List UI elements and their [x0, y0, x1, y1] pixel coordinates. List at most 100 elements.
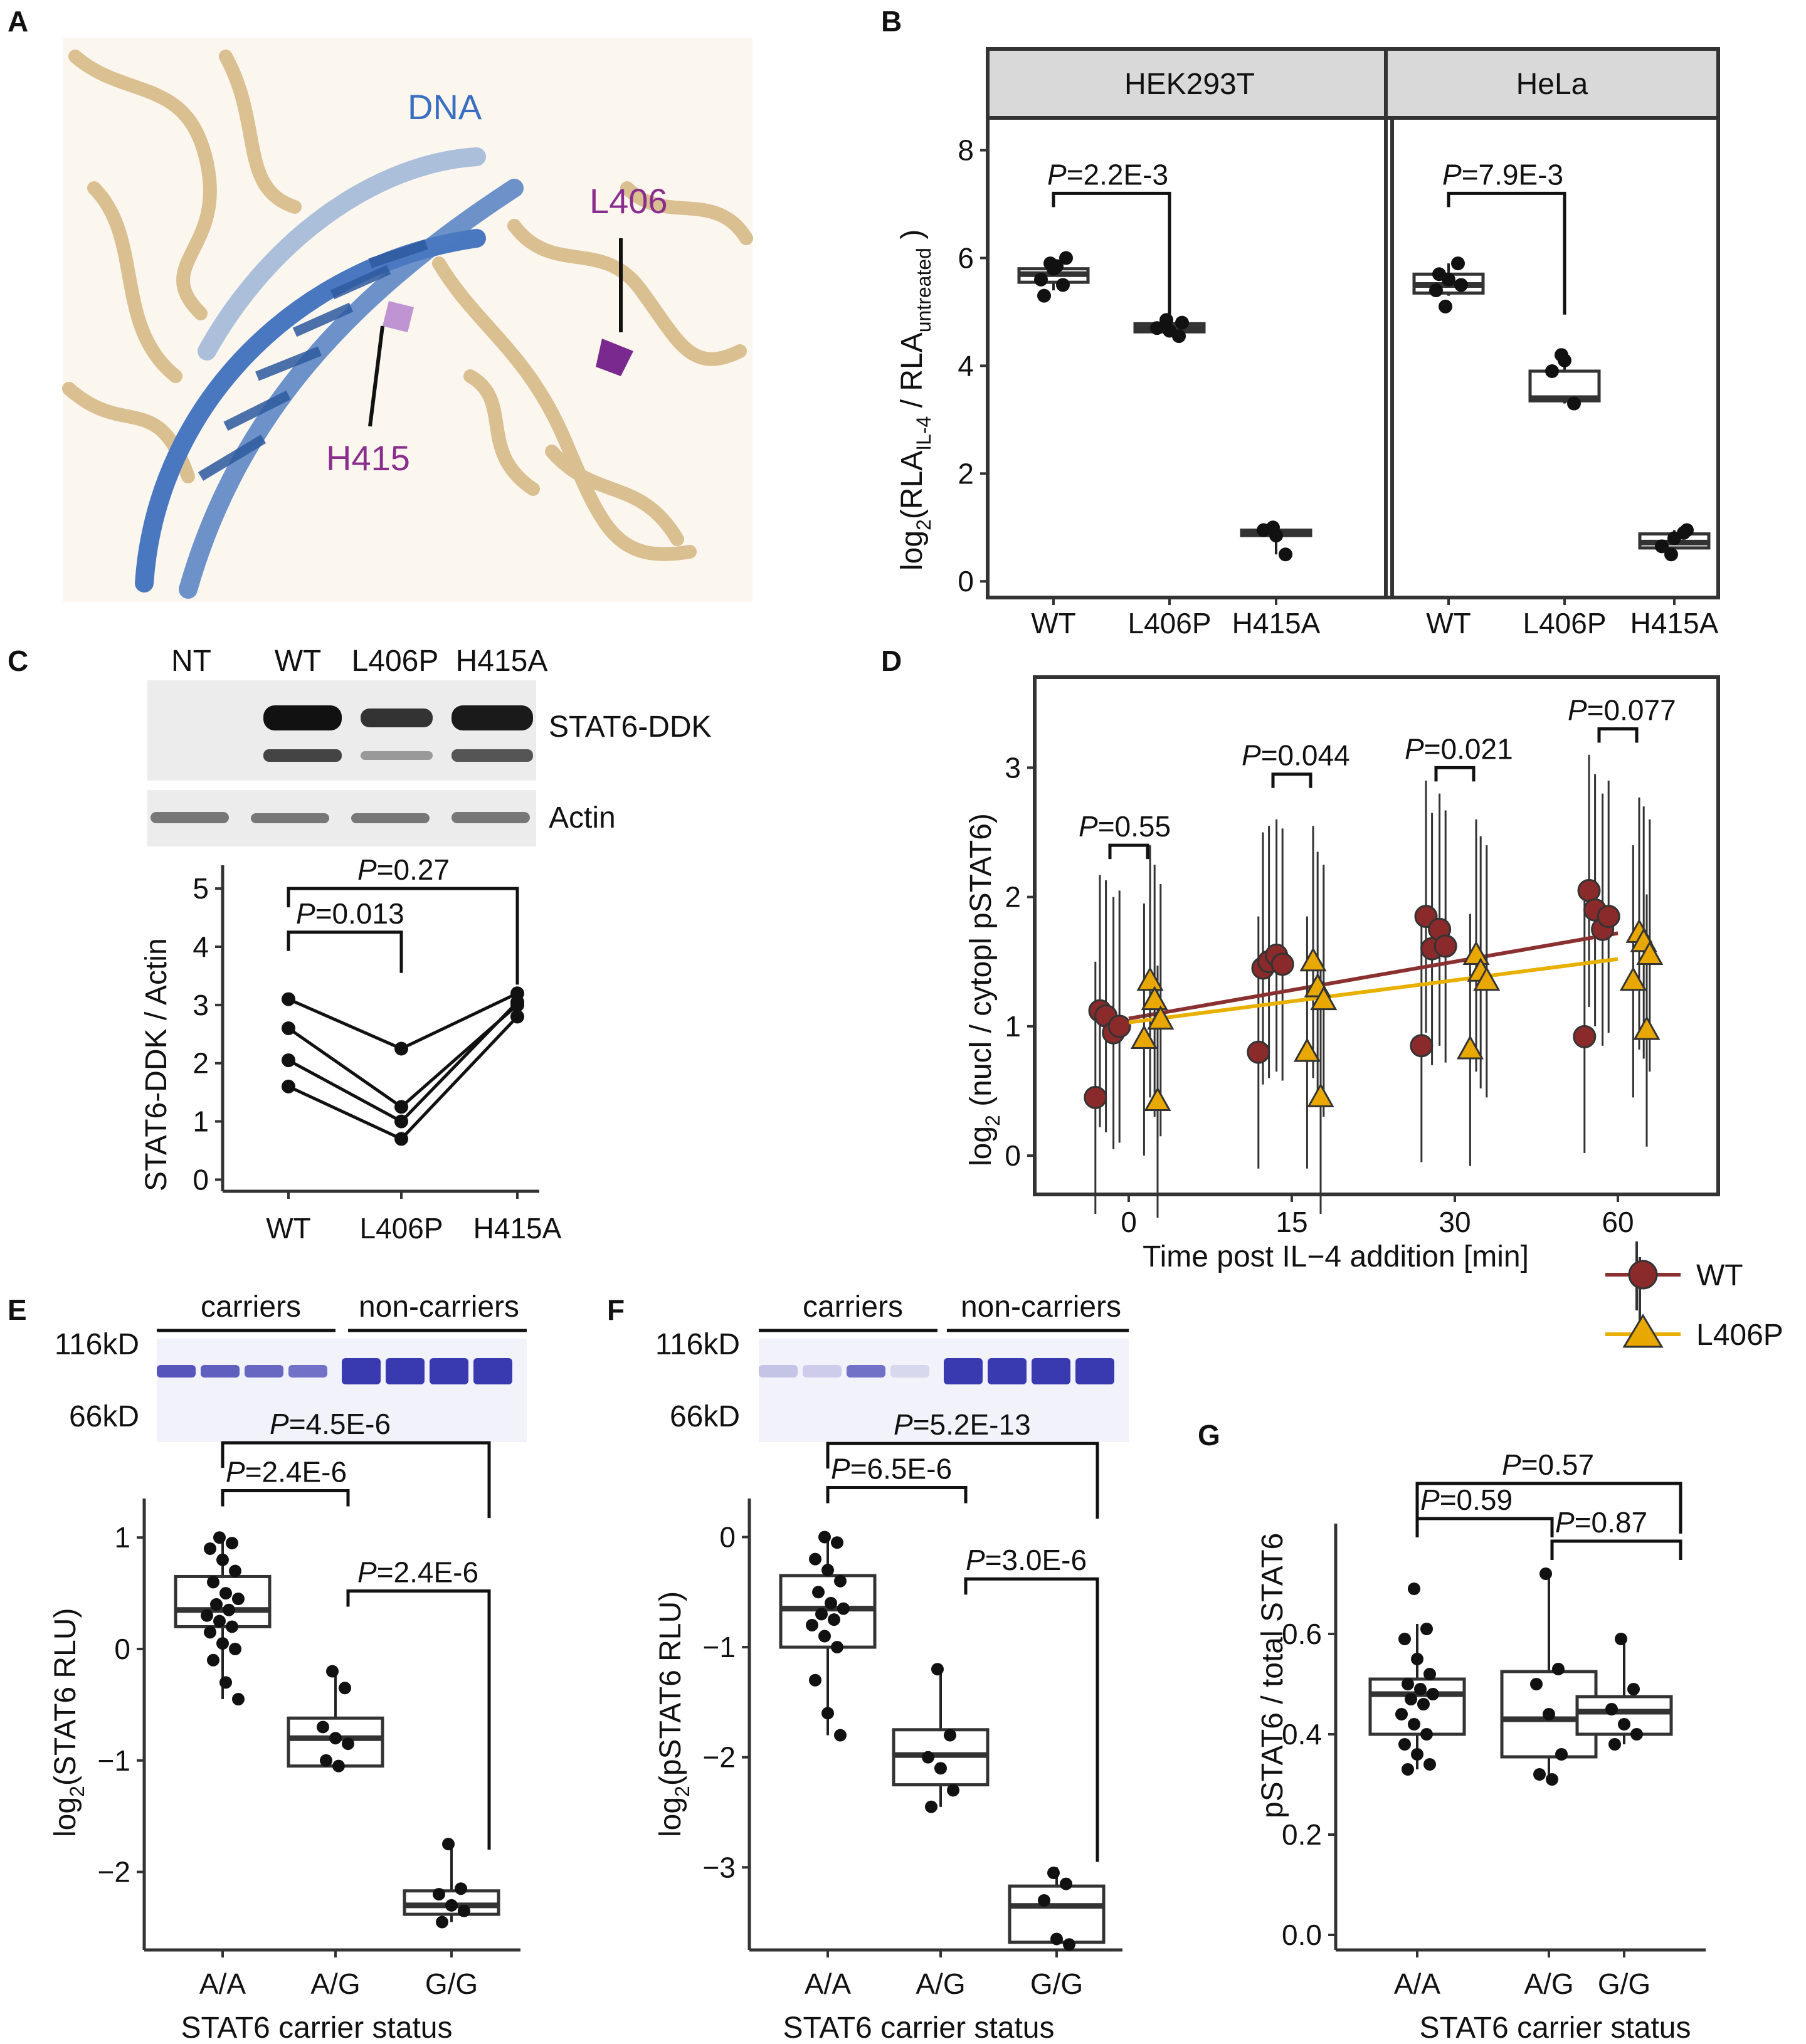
- y-tick-label: 3: [193, 989, 209, 1021]
- gel-band: [245, 1365, 283, 1378]
- facet-title: HEK293T: [1124, 68, 1255, 101]
- bracket-line: [1108, 843, 1149, 860]
- gel-band: [386, 1358, 425, 1384]
- chart-f: carriers non-carriers 116kD 66kD log2(pS…: [654, 1290, 1129, 2044]
- data-point: [394, 1132, 408, 1146]
- data-point: [1618, 1718, 1630, 1731]
- legend-label-wt: WT: [1696, 1259, 1743, 1292]
- panel-label-g: G: [1198, 1419, 1220, 1451]
- data-point: [282, 992, 295, 1006]
- data-point: [282, 1053, 295, 1068]
- data-point: [226, 1620, 238, 1633]
- x-tick-label: G/G: [1030, 1968, 1083, 2000]
- data-point: [445, 1899, 458, 1912]
- data-point: [815, 1608, 828, 1621]
- data-point: [1597, 905, 1620, 929]
- bracket-line: [826, 1485, 968, 1504]
- data-point: [1159, 313, 1173, 327]
- y-tick-label: 4: [958, 349, 974, 382]
- x-axis-label: STAT6 carrier status: [1420, 2011, 1691, 2044]
- gel-band: [803, 1365, 842, 1378]
- chart-g: pSTAT6 / total STAT6 STAT6 carrier statu…: [1256, 1448, 1706, 2044]
- data-point: [216, 1637, 229, 1650]
- gel-band: [342, 1358, 381, 1384]
- data-point: [1615, 1633, 1627, 1645]
- comparison-bracket: P=2.4E-6: [221, 1456, 350, 1507]
- bracket-line: [1447, 191, 1566, 315]
- bracket-line: [1550, 1539, 1682, 1560]
- data-point: [1567, 396, 1581, 411]
- data-point: [831, 1641, 843, 1654]
- data-point: [931, 1663, 944, 1676]
- data-point: [1050, 259, 1064, 273]
- y-tick-label: 0.4: [1282, 1718, 1322, 1751]
- y-tick-label: 0.2: [1282, 1818, 1322, 1851]
- data-point: [1257, 523, 1270, 537]
- gel-band: [288, 1365, 327, 1378]
- facet-hek293t: HEK293T: [986, 47, 1394, 599]
- data-point: [320, 1754, 332, 1767]
- data-point: [1136, 966, 1164, 991]
- mw-66: 66kD: [69, 1400, 139, 1433]
- gel-band: [473, 1358, 512, 1384]
- data-point: [1414, 1683, 1427, 1695]
- series-WT: [1084, 754, 1620, 1214]
- data-point: [821, 1707, 834, 1720]
- y-tick-label: 5: [193, 872, 209, 905]
- bracket-line: [287, 930, 403, 973]
- y-tick-label: 2: [193, 1047, 209, 1080]
- x-tick-label: WT: [1031, 607, 1076, 640]
- data-point: [1605, 1703, 1618, 1715]
- data-point: [216, 1553, 229, 1566]
- data-point: [1608, 1738, 1621, 1751]
- data-point: [226, 1537, 238, 1550]
- data-point: [1427, 1688, 1439, 1700]
- data-point: [1451, 256, 1465, 271]
- data-point: [1417, 1698, 1430, 1710]
- data-point: [1038, 1894, 1050, 1907]
- x-tick-label: A/A: [199, 1968, 246, 2000]
- data-point: [1398, 1633, 1411, 1645]
- p-value-label: P=2.4E-6: [226, 1456, 347, 1488]
- y-tick-label: 3: [1005, 751, 1021, 784]
- data-point: [834, 1574, 847, 1588]
- data-point: [1667, 531, 1681, 545]
- chart-d: log2 (nucl / cytopl pSTAT6) Time post IL…: [964, 675, 1783, 1352]
- legend-marker-l406p: [1622, 1314, 1664, 1348]
- bracket-line: [1415, 1482, 1682, 1534]
- y-axis-label: log2 (nucl / cytopl pSTAT6): [964, 813, 1004, 1166]
- data-point: [1398, 1738, 1411, 1751]
- chart-c: NT WT L406P H415A STAT6-DDK Actin STAT6-…: [140, 645, 712, 1245]
- data-point: [1573, 1025, 1597, 1048]
- data-point: [1619, 966, 1647, 991]
- data-point: [825, 1596, 837, 1609]
- data-point: [1037, 288, 1051, 303]
- data-point: [1141, 986, 1168, 1011]
- y-tick-label: 8: [958, 134, 974, 167]
- data-point: [510, 995, 524, 1009]
- data-point: [1402, 1678, 1414, 1690]
- y-tick-label: 6: [958, 241, 974, 274]
- data-point: [1150, 321, 1164, 335]
- x-tick-label: L406P: [359, 1212, 443, 1245]
- bracket-line: [964, 1577, 1099, 1862]
- fit-line: [1128, 931, 1619, 1021]
- l406-label: L406: [589, 181, 668, 221]
- comparison-bracket: P=7.9E-3: [1442, 158, 1566, 315]
- p-value-label: P=0.57: [1502, 1448, 1594, 1481]
- data-point: [232, 1693, 245, 1705]
- bracket-line: [1597, 727, 1639, 743]
- data-point: [1429, 283, 1443, 298]
- data-point: [934, 1762, 947, 1775]
- gel-band: [759, 1365, 798, 1378]
- bracket-line: [221, 1441, 491, 1519]
- dna-label: DNA: [408, 87, 482, 127]
- data-point: [332, 1759, 345, 1773]
- gel-band: [1032, 1358, 1070, 1384]
- gel-band: [1075, 1358, 1114, 1384]
- p-value-label: P=3.0E-6: [966, 1544, 1087, 1576]
- data-point: [1423, 1758, 1436, 1771]
- x-tick-label: H415A: [1232, 607, 1321, 640]
- y-tick-label: 0: [1005, 1139, 1021, 1172]
- x-tick-label: A/A: [1394, 1968, 1440, 2000]
